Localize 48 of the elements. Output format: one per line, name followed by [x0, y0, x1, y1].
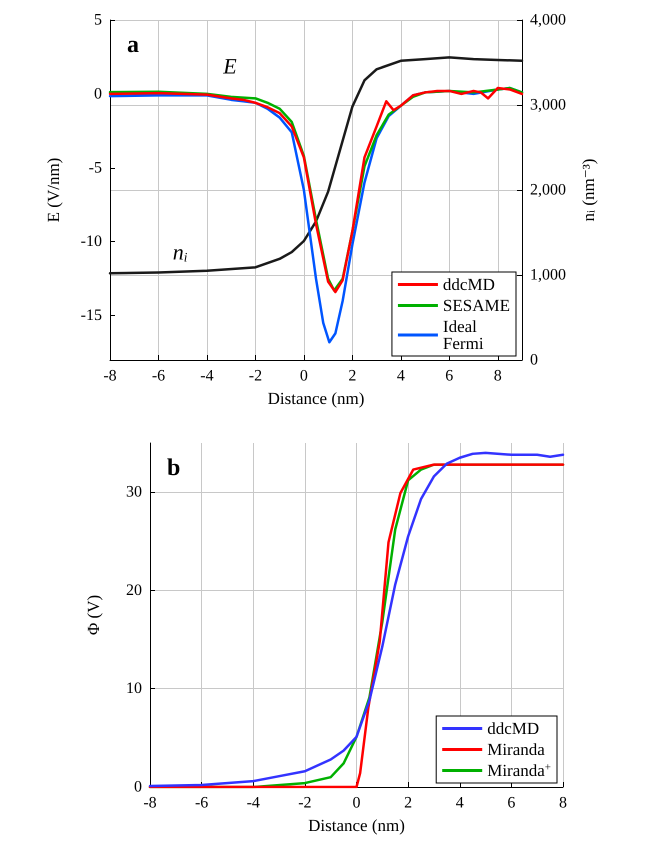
y2-tick-label: 0 — [530, 352, 538, 368]
legend-label: SESAME — [442, 296, 510, 315]
x-tick-label: 2 — [404, 794, 412, 812]
y2-tick-label: 2,000 — [530, 182, 566, 198]
annotation: E — [222, 54, 238, 78]
y-tick-label: 30 — [126, 484, 142, 501]
y2-tick-label: 1,000 — [530, 266, 566, 284]
legend-label: Ideal Fermi — [442, 317, 484, 353]
x-tick-label: 6 — [445, 368, 454, 384]
y2-tick-label: 4,000 — [530, 12, 566, 28]
legend-label: ddcMD — [487, 719, 540, 738]
x-tick-label: 4 — [456, 794, 464, 812]
x-tick-label: 0 — [300, 368, 308, 384]
legend-label: ddcMD — [442, 275, 495, 294]
y-tick-label: 20 — [126, 582, 142, 599]
x-tick-label: 2 — [348, 368, 356, 384]
y2-axis-title: ni (nm⁻³) — [579, 158, 598, 222]
y2-tick-label: 3,000 — [530, 96, 566, 114]
x-tick-label: -2 — [248, 368, 262, 384]
x-tick-label: 0 — [352, 794, 360, 812]
annotation: ni — [172, 240, 188, 264]
x-tick-label: 6 — [507, 794, 516, 812]
legend-label: Miranda+ — [487, 761, 552, 780]
x-tick-label: -6 — [152, 368, 166, 384]
x-tick-label: -8 — [103, 368, 117, 384]
x-tick-label: 8 — [494, 368, 502, 384]
y-tick-label: -15 — [80, 307, 102, 324]
x-axis-title: Distance (nm) — [268, 389, 364, 408]
y-tick-label: 10 — [126, 680, 142, 698]
y-axis-title: E (V/nm) — [44, 158, 63, 222]
x-tick-label: -8 — [143, 794, 157, 812]
y-axis-title: Φ (V) — [84, 594, 103, 636]
line-series — [108, 56, 524, 275]
x-tick-label: -4 — [200, 368, 214, 384]
x-axis-title: Distance (nm) — [308, 816, 405, 835]
y-tick-label: -5 — [88, 159, 102, 176]
y-tick-label: -10 — [80, 233, 102, 250]
x-tick-label: -6 — [194, 794, 208, 812]
y-tick-label: 5 — [94, 12, 102, 28]
y-tick-label: 0 — [94, 85, 102, 102]
x-tick-label: -2 — [298, 794, 312, 812]
legend-label: Miranda — [487, 740, 546, 759]
x-tick-label: 8 — [559, 794, 567, 812]
x-tick-label: -4 — [246, 794, 260, 812]
y-tick-label: 0 — [134, 778, 142, 796]
text: b — [167, 455, 180, 481]
x-tick-label: 4 — [396, 368, 405, 384]
text: a — [127, 32, 139, 58]
